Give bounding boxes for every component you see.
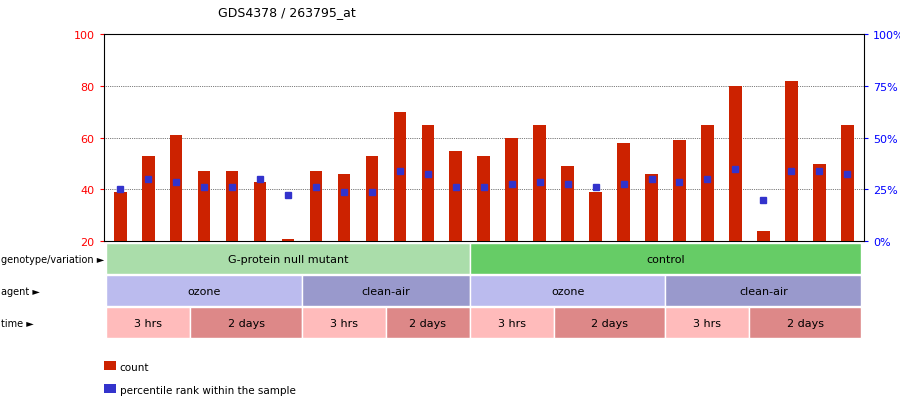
Text: ozone: ozone	[551, 286, 584, 296]
Text: 2 days: 2 days	[591, 318, 628, 328]
Bar	[170, 136, 183, 242]
Text: agent ►: agent ►	[1, 286, 40, 296]
Bar	[254, 182, 266, 242]
Text: clean-air: clean-air	[739, 286, 788, 296]
Text: 3 hrs: 3 hrs	[498, 318, 526, 328]
Text: control: control	[646, 254, 685, 264]
Bar	[282, 239, 294, 242]
Bar	[506, 138, 518, 242]
Bar	[841, 126, 853, 242]
Bar	[813, 164, 825, 242]
Bar	[562, 167, 574, 242]
Text: genotype/variation ►: genotype/variation ►	[1, 254, 104, 264]
Text: time ►: time ►	[1, 318, 33, 328]
Text: 2 days: 2 days	[787, 318, 824, 328]
Text: G-protein null mutant: G-protein null mutant	[228, 254, 348, 264]
Bar	[338, 174, 350, 242]
Bar	[701, 126, 714, 242]
Bar	[310, 172, 322, 242]
Text: clean-air: clean-air	[362, 286, 410, 296]
Bar	[198, 172, 211, 242]
Bar	[142, 157, 155, 242]
Text: 3 hrs: 3 hrs	[134, 318, 162, 328]
Text: ozone: ozone	[187, 286, 220, 296]
Text: 2 days: 2 days	[228, 318, 265, 328]
Bar	[534, 126, 546, 242]
Bar	[226, 172, 239, 242]
Bar	[785, 82, 797, 242]
Bar	[478, 157, 490, 242]
Bar	[421, 126, 434, 242]
Text: percentile rank within the sample: percentile rank within the sample	[120, 385, 295, 395]
Bar	[449, 151, 462, 242]
Bar	[729, 87, 742, 242]
Text: 3 hrs: 3 hrs	[693, 318, 722, 328]
Bar	[757, 231, 770, 242]
Text: 2 days: 2 days	[410, 318, 446, 328]
Text: GDS4378 / 263795_at: GDS4378 / 263795_at	[218, 6, 356, 19]
Bar	[645, 174, 658, 242]
Bar	[590, 192, 602, 242]
Text: count: count	[120, 362, 149, 372]
Bar	[673, 141, 686, 242]
Bar	[393, 113, 406, 242]
Bar	[114, 192, 127, 242]
Text: 3 hrs: 3 hrs	[330, 318, 358, 328]
Bar	[617, 143, 630, 242]
Bar	[365, 157, 378, 242]
